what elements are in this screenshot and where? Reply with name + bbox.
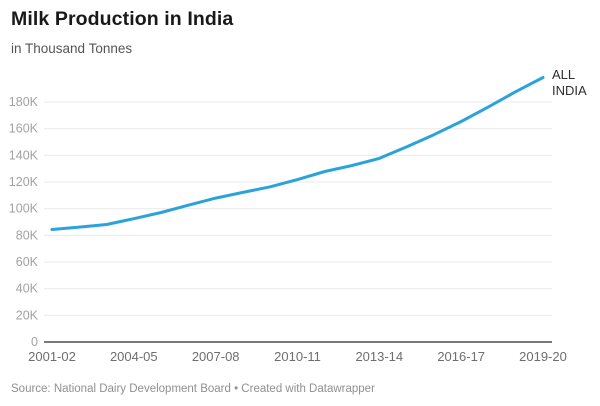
series-label-line1: ALL [552, 67, 576, 82]
y-axis-tick-label: 80K [16, 228, 39, 242]
y-axis-tick-label: 180K [9, 95, 39, 109]
chart-subtitle: in Thousand Tonnes [11, 41, 133, 56]
x-axis-tick-label: 2019-20 [519, 349, 567, 364]
x-axis-tick-label: 2001-02 [28, 349, 76, 364]
series-label-all-india: ALL INDIA [552, 67, 587, 99]
y-axis-tick-label: 140K [9, 148, 39, 162]
page-title: Milk Production in India [11, 8, 234, 30]
x-axis-tick-label: 2010-11 [274, 349, 321, 364]
series-label-line2: INDIA [552, 83, 587, 98]
footer-source: Source: National Dairy Development Board… [11, 383, 375, 395]
y-axis-tick-label: 20K [16, 308, 39, 322]
y-axis-tick-label: 120K [9, 175, 39, 189]
data-line-all-india [50, 76, 545, 231]
x-axis-tick-label: 2016-17 [437, 349, 485, 364]
y-axis-tick-label: 0 [31, 335, 38, 349]
x-axis-tick-label: 2004-05 [110, 349, 158, 364]
x-axis-tick-label: 2007-08 [192, 349, 240, 364]
y-axis-tick-label: 60K [16, 255, 39, 269]
y-axis-tick-label: 160K [9, 122, 39, 136]
x-axis-tick-label: 2013-14 [355, 349, 403, 364]
y-axis-tick-label: 40K [16, 282, 39, 296]
y-axis-tick-label: 100K [9, 202, 39, 216]
